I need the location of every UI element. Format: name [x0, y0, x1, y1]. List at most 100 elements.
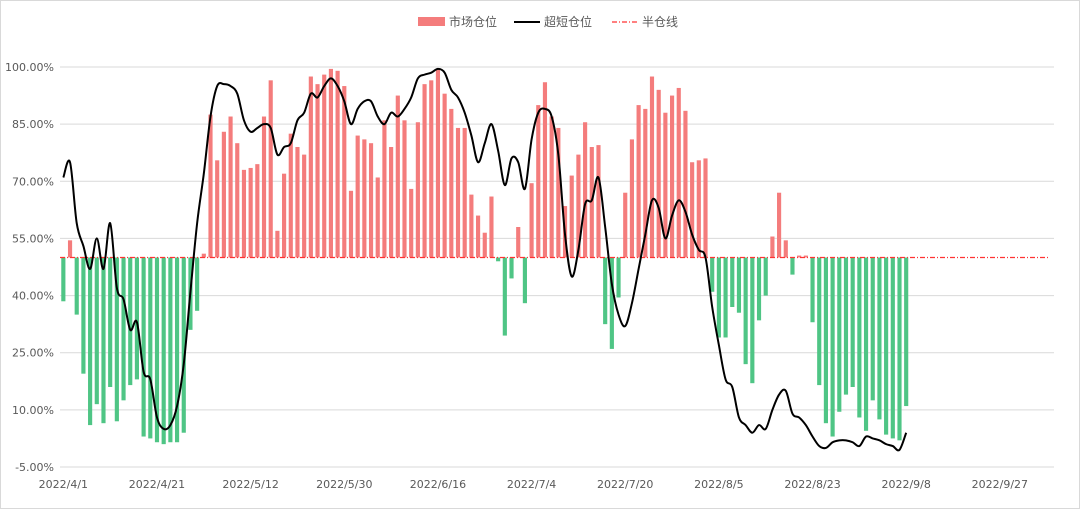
bar [536, 105, 541, 258]
bar [750, 257, 755, 384]
bar [462, 127, 467, 258]
bar [409, 188, 414, 258]
y-tick-label: 40.00% [12, 290, 54, 303]
bar [268, 80, 273, 258]
bar [629, 139, 634, 258]
bar [449, 108, 454, 258]
x-tick-label: 2022/6/16 [410, 478, 466, 491]
bar [395, 95, 400, 258]
bar [756, 257, 762, 321]
bar [509, 257, 514, 279]
bar [141, 257, 146, 437]
bar [255, 164, 260, 258]
y-tick-label: 70.00% [12, 175, 54, 188]
bar [529, 183, 534, 258]
bar [569, 175, 574, 258]
bar [315, 84, 320, 258]
bar [616, 257, 621, 298]
legend-swatch-market-position [418, 17, 445, 26]
bar [275, 230, 280, 258]
bar [583, 122, 588, 258]
bar [676, 87, 681, 258]
bar [402, 120, 407, 258]
bar [556, 127, 561, 258]
bar [522, 257, 527, 304]
bar [328, 68, 333, 258]
y-tick-label: 85.00% [12, 118, 54, 131]
bar [482, 232, 487, 258]
bar [603, 257, 608, 325]
bar [863, 257, 869, 431]
ultrashort-position-line-path [62, 67, 908, 452]
bar [469, 194, 474, 258]
y-tick-label: 55.00% [12, 232, 54, 245]
bar [148, 257, 153, 439]
bar [683, 110, 688, 258]
x-tick-label: 2022/7/4 [507, 478, 556, 491]
bar [716, 257, 721, 338]
bar [382, 120, 387, 258]
bar [589, 147, 594, 258]
bar [335, 70, 340, 258]
bar [174, 257, 180, 443]
bar [803, 255, 808, 258]
bar [649, 76, 655, 258]
bar [282, 173, 287, 258]
bar [857, 257, 862, 418]
bar [710, 257, 715, 292]
bar [442, 93, 447, 258]
y-tick-label: 100.00% [5, 61, 54, 74]
bar [375, 177, 380, 258]
bar [61, 257, 66, 302]
bar [221, 131, 226, 258]
bar [88, 257, 93, 426]
x-tick-label: 2022/8/23 [784, 478, 840, 491]
bar [596, 145, 601, 258]
bar [656, 89, 661, 258]
bar [101, 257, 106, 424]
y-tick-label: 25.00% [12, 347, 54, 360]
y-axis-ticks: 100.00% 85.00% 70.00% 55.00% 40.00% 25.00% 10.… [5, 61, 54, 474]
bar [248, 167, 253, 258]
x-axis-ticks: 2022/4/1 2022/4/21 2022/5/12 2022/5/30 2022/… [39, 478, 1028, 491]
bar [201, 253, 206, 258]
bar [322, 74, 327, 258]
bar [783, 240, 788, 258]
bar [870, 257, 875, 401]
bar [215, 160, 220, 258]
bar [114, 257, 119, 422]
bar [623, 192, 628, 258]
bar [763, 257, 768, 296]
bar [502, 257, 507, 336]
bar [108, 257, 113, 387]
bar [843, 257, 849, 395]
bar [154, 257, 160, 443]
x-tick-label: 2022/5/30 [316, 478, 372, 491]
bar [435, 68, 441, 258]
bar [181, 257, 186, 433]
bar [235, 143, 240, 258]
bar [817, 257, 822, 386]
bar [261, 116, 267, 258]
bar [703, 158, 708, 258]
x-tick-label: 2022/4/21 [129, 478, 185, 491]
bar [74, 257, 79, 315]
bar [643, 108, 648, 258]
bar [429, 80, 434, 258]
bar [797, 255, 802, 258]
bar [576, 154, 581, 258]
bar [663, 112, 668, 258]
bar [415, 122, 420, 258]
y-tick-label: 10.00% [12, 404, 54, 417]
bar [81, 257, 86, 374]
bar [195, 257, 200, 311]
bar [94, 257, 99, 405]
bar [609, 257, 614, 349]
legend: 市场仓位 超短仓位 半仓线 [418, 14, 678, 29]
bar [516, 227, 521, 258]
bar [342, 86, 347, 258]
bar [690, 162, 695, 258]
bar [636, 105, 641, 258]
x-tick-label: 2022/4/1 [39, 478, 88, 491]
